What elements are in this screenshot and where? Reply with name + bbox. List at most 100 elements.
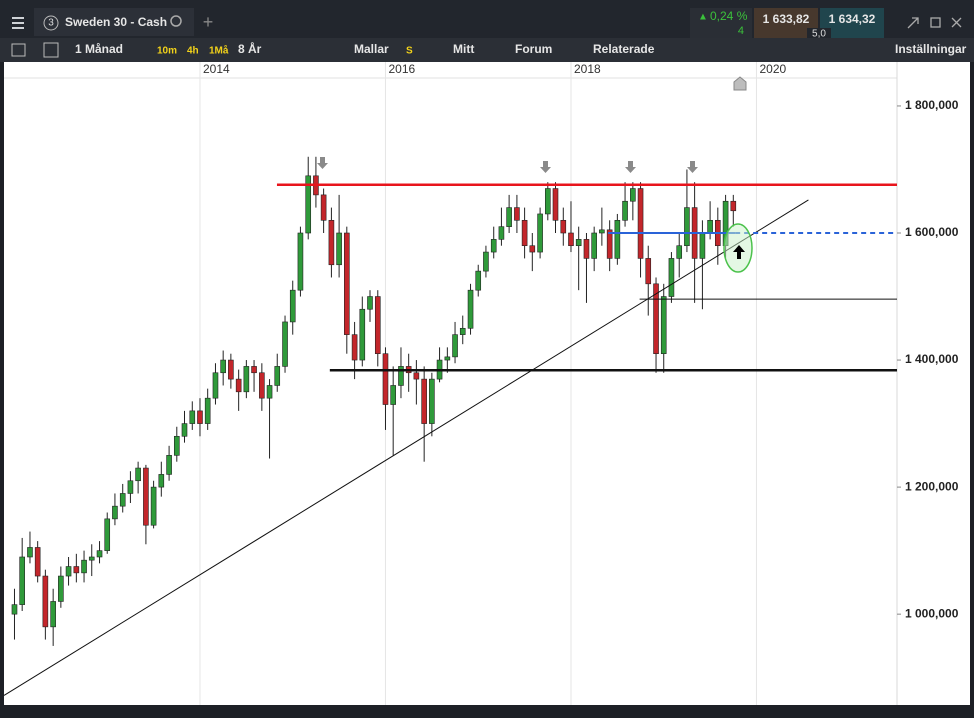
settings[interactable]: Inställningar [895, 42, 967, 56]
candle-body [150, 486, 157, 526]
candle-body [204, 397, 211, 424]
candle-body [65, 566, 72, 577]
candle-body [320, 194, 327, 221]
buy-price[interactable]: 1 634,32 [829, 12, 876, 26]
add-tab[interactable]: + [203, 12, 214, 32]
x-tick-label: 2020 [759, 62, 786, 76]
candle-body [266, 385, 273, 399]
candle-body [96, 550, 103, 558]
candle-body [467, 289, 474, 329]
candle-body [158, 474, 165, 488]
candle-body [413, 372, 420, 380]
candle-body [220, 359, 226, 374]
candle-body [614, 219, 621, 259]
candle-body [289, 289, 296, 323]
candle-body [475, 270, 482, 291]
candle-body [374, 296, 381, 355]
candle-body [398, 366, 404, 386]
candle-body [637, 188, 644, 259]
candle-body [50, 601, 56, 628]
forum[interactable]: Forum [515, 42, 552, 56]
change-points: 4 [738, 25, 744, 37]
sell-price[interactable]: 1 633,82 [763, 12, 810, 26]
x-tick-label: 2014 [203, 62, 230, 76]
list-icon[interactable] [11, 43, 26, 57]
s-button[interactable]: S [406, 46, 413, 57]
candle-body [11, 604, 18, 615]
interval[interactable]: 1Må [209, 45, 229, 57]
menu-icon[interactable] [12, 17, 24, 29]
change: 0,24 % [710, 9, 748, 23]
y-tick-label: 1 800,000 [905, 98, 959, 112]
candle-body [344, 232, 350, 335]
candle-body [282, 321, 288, 367]
candle-body [274, 366, 281, 386]
change-box [690, 8, 752, 38]
instrument[interactable]: Sweden 30 - Cash [65, 15, 167, 29]
candle-body [112, 505, 118, 520]
candle-body [367, 296, 373, 310]
chart-area [4, 62, 970, 705]
tab[interactable] [34, 8, 194, 36]
candle-body [483, 251, 489, 272]
candle-body [243, 366, 250, 393]
candle-body [359, 308, 366, 361]
candle-body [19, 556, 25, 605]
candle-body [490, 239, 497, 253]
candle-body [560, 219, 567, 234]
candle-body [135, 467, 141, 482]
candle-body [544, 188, 551, 215]
range[interactable]: 8 År [238, 41, 262, 56]
candle-body [328, 219, 335, 266]
candle-body [707, 219, 713, 234]
candle-body [459, 327, 466, 335]
candle-body [444, 356, 451, 361]
window-controls[interactable] [907, 17, 962, 29]
candle-body [668, 258, 675, 297]
candle-body [173, 435, 180, 456]
up-signal [733, 245, 745, 259]
interval[interactable]: 4h [187, 46, 199, 57]
interval[interactable]: 10m [157, 46, 177, 57]
related[interactable]: Relaterade [593, 42, 655, 56]
templates[interactable]: Mallar [354, 42, 389, 56]
candle-body [351, 334, 358, 361]
candle-body [297, 232, 304, 291]
candle-body [660, 296, 667, 355]
candle-body [429, 378, 435, 424]
candle-body [653, 283, 659, 355]
spread: 5,0 [812, 29, 826, 40]
candle-body [235, 378, 242, 393]
search-icon[interactable] [170, 15, 182, 27]
tab-badge [43, 15, 59, 31]
trendline [3, 199, 809, 696]
candle-body [514, 207, 520, 221]
candle-body [390, 385, 396, 405]
x-tick-label: 2018 [574, 62, 601, 76]
candle-body [119, 493, 126, 507]
candle-body [568, 232, 574, 247]
period[interactable]: 1 Månad [75, 42, 123, 56]
layout-icon[interactable] [43, 42, 59, 58]
candle-body [27, 547, 33, 558]
candle-body [104, 518, 111, 551]
candle-body [81, 559, 87, 574]
candle-body [34, 547, 41, 577]
y-tick-label: 1 400,000 [905, 352, 959, 366]
home-marker[interactable] [733, 76, 747, 91]
candle-body [197, 410, 203, 424]
candle-body [305, 175, 312, 234]
mine[interactable]: Mitt [453, 42, 474, 56]
candle-body [336, 232, 342, 266]
candle-body [622, 200, 628, 221]
candle-body [73, 566, 80, 574]
candle-body [552, 188, 559, 221]
candle-body [58, 575, 64, 602]
candle-body [699, 232, 706, 259]
candle-body [259, 372, 265, 399]
candle-body [421, 378, 427, 424]
candle-body [228, 359, 234, 380]
candle-body [537, 213, 543, 253]
